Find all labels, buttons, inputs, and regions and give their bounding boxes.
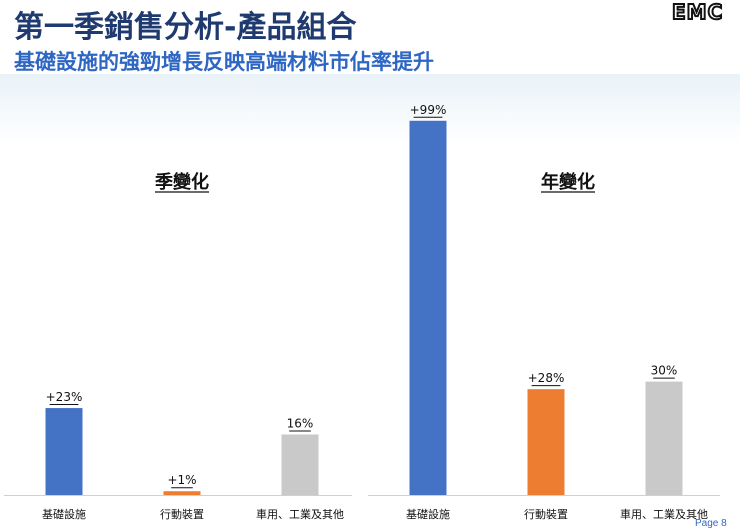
x-tick-label: 車用、工業及其他 (256, 507, 344, 521)
x-tick-label: 行動裝置 (524, 507, 568, 521)
data-label: +28% (528, 371, 565, 385)
bar (45, 408, 83, 495)
bar (281, 434, 319, 495)
page-title: 第一季銷售分析-產品組合 (14, 10, 357, 45)
data-label: +23% (46, 390, 83, 404)
x-tick-label: 行動裝置 (160, 507, 204, 521)
data-label: 30% (651, 364, 678, 378)
bar (645, 381, 683, 495)
x-tick-label: 基礎設施 (42, 507, 86, 521)
bar (527, 389, 565, 495)
bar (163, 491, 201, 495)
emc-logo: EMC (671, 0, 724, 25)
page-number: Page 8 (695, 518, 727, 529)
x-tick-label: 車用、工業及其他 (620, 507, 708, 521)
chart-title: 季變化 (155, 171, 209, 193)
page-subtitle: 基礎設施的強勁增長反映高端材料市佔率提升 (14, 50, 434, 74)
bar (409, 120, 447, 495)
data-label: +1% (167, 473, 196, 487)
data-label: 16% (287, 417, 314, 431)
x-tick-label: 基礎設施 (406, 507, 450, 521)
chart-title: 年變化 (541, 171, 595, 193)
data-label: +99% (410, 103, 447, 117)
header-band (0, 74, 740, 144)
